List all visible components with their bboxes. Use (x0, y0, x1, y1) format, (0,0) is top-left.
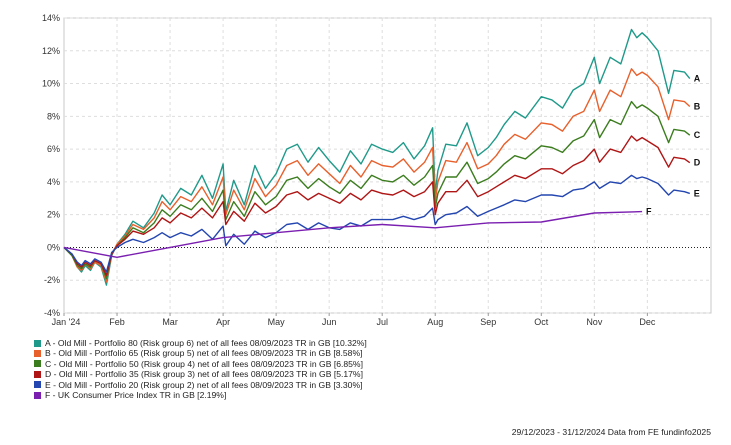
x-tick-label: Jan '24 (52, 317, 81, 327)
series-line-c (63, 100, 691, 280)
x-tick-label: Sep (480, 317, 496, 327)
y-tick-label: 8% (47, 111, 60, 121)
series-end-label-d: D (694, 158, 701, 168)
x-tick-label: Nov (586, 317, 603, 327)
y-tick-label: 0% (47, 242, 60, 252)
x-tick-label: Apr (216, 317, 230, 327)
legend-label-f: F - UK Consumer Price Index TR in GB [2.… (45, 389, 227, 400)
legend-label-e: E - Old Mill - Portfolio 20 (Risk group … (45, 379, 363, 390)
legend-swatch-a (34, 339, 41, 347)
series-end-label-c: C (694, 130, 701, 140)
x-tick-label: Aug (427, 317, 443, 327)
legend-swatch-b (34, 350, 41, 358)
y-tick-label: 12% (42, 46, 60, 56)
series-line-f (63, 210, 643, 258)
legend-item-a: A - Old Mill - Portfolio 80 (Risk group … (34, 338, 367, 348)
x-tick-label: Oct (534, 317, 549, 327)
y-tick-label: 4% (47, 177, 60, 187)
legend-label-c: C - Old Mill - Portfolio 50 (Risk group … (45, 358, 363, 369)
legend-swatch-e (34, 381, 41, 389)
x-tick-label: Dec (639, 317, 656, 327)
series-line-a (63, 28, 691, 286)
legend-swatch-d (34, 370, 41, 378)
x-tick-label: Feb (109, 317, 125, 327)
legend-swatch-f (34, 391, 41, 399)
series-end-label-a: A (694, 74, 701, 84)
legend-item-f: F - UK Consumer Price Index TR in GB [2.… (34, 390, 367, 400)
series-line-b (63, 68, 691, 283)
series-end-label-e: E (694, 188, 700, 198)
x-tick-label: Mar (162, 317, 178, 327)
legend-item-d: D - Old Mill - Portfolio 35 (Risk group … (34, 369, 367, 379)
series-end-label-b: B (694, 102, 701, 112)
y-tick-label: 14% (42, 13, 60, 23)
y-tick-label: 6% (47, 144, 60, 154)
legend-item-e: E - Old Mill - Portfolio 20 (Risk group … (34, 380, 367, 390)
legend-item-c: C - Old Mill - Portfolio 50 (Risk group … (34, 359, 367, 369)
x-tick-label: May (268, 317, 286, 327)
series-line-e (63, 174, 691, 273)
legend-label-d: D - Old Mill - Portfolio 35 (Risk group … (45, 369, 363, 380)
legend-item-b: B - Old Mill - Portfolio 65 (Risk group … (34, 348, 367, 358)
y-tick-label: -2% (44, 275, 60, 285)
y-tick-label: -4% (44, 308, 60, 318)
legend-swatch-c (34, 360, 41, 368)
chart-legend: A - Old Mill - Portfolio 80 (Risk group … (34, 338, 367, 400)
plot-frame (63, 17, 712, 314)
y-tick-label: 2% (47, 210, 60, 220)
legend-label-a: A - Old Mill - Portfolio 80 (Risk group … (45, 338, 367, 348)
y-tick-label: 10% (42, 79, 60, 89)
series-line-d (63, 135, 691, 276)
legend-label-b: B - Old Mill - Portfolio 65 (Risk group … (45, 348, 363, 359)
x-tick-label: Jun (322, 317, 337, 327)
data-source-footer: 29/12/2023 - 31/12/2024 Data from FE fun… (511, 427, 711, 437)
x-tick-label: Jul (376, 317, 388, 327)
series-end-label-f: F (646, 207, 652, 217)
